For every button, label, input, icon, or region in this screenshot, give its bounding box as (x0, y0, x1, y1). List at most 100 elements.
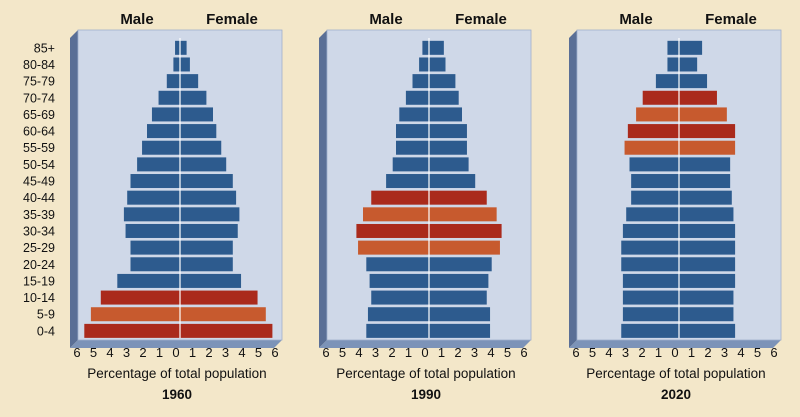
female-bar-1960-80-84 (180, 57, 190, 72)
male-bar-2020-85+ (667, 40, 679, 55)
female-bar-2020-25-29 (679, 240, 736, 255)
male-bar-1990-40-44 (371, 190, 429, 205)
age-label-75-79: 75-79 (23, 75, 55, 89)
x-tick-1990-3: 3 (372, 345, 379, 360)
age-label-35-39: 35-39 (23, 208, 55, 222)
male-bar-1960-30-34 (125, 223, 180, 238)
male-bar-1960-10-14 (100, 290, 180, 305)
age-label-45-49: 45-49 (23, 175, 55, 189)
female-bar-1990-40-44 (429, 190, 487, 205)
x-axis-label-2020: Percentage of total population (586, 366, 765, 381)
female-bar-2020-20-24 (679, 257, 736, 272)
male-bar-1960-60-64 (147, 124, 180, 139)
x-tick-1990-7: 1 (438, 345, 445, 360)
panel-frame-side-1960 (70, 30, 78, 348)
male-bar-1990-70-74 (405, 90, 429, 105)
female-bar-1990-25-29 (429, 240, 500, 255)
panel-frame-side-1990 (319, 30, 327, 348)
female-bar-1990-0-4 (429, 323, 491, 338)
female-bar-1960-15-19 (180, 273, 242, 288)
x-tick-1990-1: 5 (339, 345, 346, 360)
male-bar-1990-25-29 (358, 240, 429, 255)
female-bar-1990-30-34 (429, 223, 502, 238)
female-bar-1990-15-19 (429, 273, 489, 288)
x-tick-2020-7: 1 (688, 345, 695, 360)
male-bar-1960-5-9 (90, 307, 180, 322)
female-bar-1960-35-39 (180, 207, 240, 222)
female-bar-2020-30-34 (679, 223, 736, 238)
female-bar-1990-5-9 (429, 307, 491, 322)
x-tick-2020-6: 0 (671, 345, 678, 360)
female-bar-1990-75-79 (429, 74, 456, 89)
panel-frame-bottom-1960 (70, 340, 282, 348)
female-bar-1990-50-54 (429, 157, 469, 172)
male-bar-1990-65-69 (399, 107, 429, 122)
age-label-85+: 85+ (34, 41, 55, 55)
female-bar-1990-85+ (429, 40, 444, 55)
female-bar-1960-30-34 (180, 223, 238, 238)
female-bar-1960-0-4 (180, 323, 273, 338)
male-bar-1960-75-79 (166, 74, 180, 89)
x-tick-2020-0: 6 (572, 345, 579, 360)
age-label-15-19: 15-19 (23, 274, 55, 288)
age-label-65-69: 65-69 (23, 108, 55, 122)
x-tick-1990-0: 6 (322, 345, 329, 360)
female-bar-1960-75-79 (180, 74, 199, 89)
age-label-55-59: 55-59 (23, 141, 55, 155)
x-tick-1960-0: 6 (73, 345, 80, 360)
female-header-1990: Female (455, 11, 507, 28)
male-bar-1990-50-54 (392, 157, 429, 172)
female-bar-1960-10-14 (180, 290, 258, 305)
x-tick-1990-11: 5 (504, 345, 511, 360)
x-tick-1960-9: 3 (222, 345, 229, 360)
male-bar-2020-5-9 (622, 307, 679, 322)
female-bar-2020-75-79 (679, 74, 708, 89)
male-bar-1960-50-54 (137, 157, 180, 172)
female-bar-1990-65-69 (429, 107, 462, 122)
year-label-1960: 1960 (162, 387, 192, 402)
x-tick-1960-2: 4 (106, 345, 113, 360)
male-bar-1990-60-64 (396, 124, 429, 139)
age-label-70-74: 70-74 (23, 91, 55, 105)
female-bar-2020-80-84 (679, 57, 698, 72)
male-bar-2020-55-59 (624, 140, 679, 155)
x-tick-1990-2: 4 (355, 345, 362, 360)
male-bar-2020-35-39 (626, 207, 679, 222)
x-tick-2020-3: 3 (622, 345, 629, 360)
male-bar-1990-85+ (422, 40, 429, 55)
age-label-20-24: 20-24 (23, 258, 55, 272)
x-tick-1990-5: 1 (405, 345, 412, 360)
female-bar-2020-70-74 (679, 90, 717, 105)
panel-frame-bottom-2020 (569, 340, 781, 348)
male-bar-1960-15-19 (117, 273, 180, 288)
year-label-1990: 1990 (411, 387, 441, 402)
female-bar-1960-20-24 (180, 257, 233, 272)
female-bar-1990-10-14 (429, 290, 487, 305)
male-bar-2020-50-54 (629, 157, 679, 172)
male-bar-1990-30-34 (356, 223, 429, 238)
x-tick-1990-4: 2 (388, 345, 395, 360)
female-header-2020: Female (705, 11, 757, 28)
x-tick-1990-8: 2 (454, 345, 461, 360)
age-label-50-54: 50-54 (23, 158, 55, 172)
male-bar-1960-40-44 (127, 190, 180, 205)
x-tick-1960-3: 3 (123, 345, 130, 360)
female-bar-2020-15-19 (679, 273, 736, 288)
male-bar-1960-55-59 (142, 140, 180, 155)
age-label-25-29: 25-29 (23, 241, 55, 255)
x-tick-2020-12: 6 (770, 345, 777, 360)
male-bar-2020-10-14 (622, 290, 679, 305)
male-header-1990: Male (369, 11, 402, 28)
female-bar-1960-60-64 (180, 124, 217, 139)
x-tick-2020-1: 5 (589, 345, 596, 360)
female-bar-2020-35-39 (679, 207, 734, 222)
x-tick-1960-6: 0 (172, 345, 179, 360)
male-bar-1960-70-74 (158, 90, 180, 105)
male-bar-2020-45-49 (631, 174, 679, 189)
female-bar-2020-0-4 (679, 323, 736, 338)
female-bar-1960-40-44 (180, 190, 237, 205)
female-bar-1990-60-64 (429, 124, 467, 139)
x-tick-2020-2: 4 (605, 345, 612, 360)
